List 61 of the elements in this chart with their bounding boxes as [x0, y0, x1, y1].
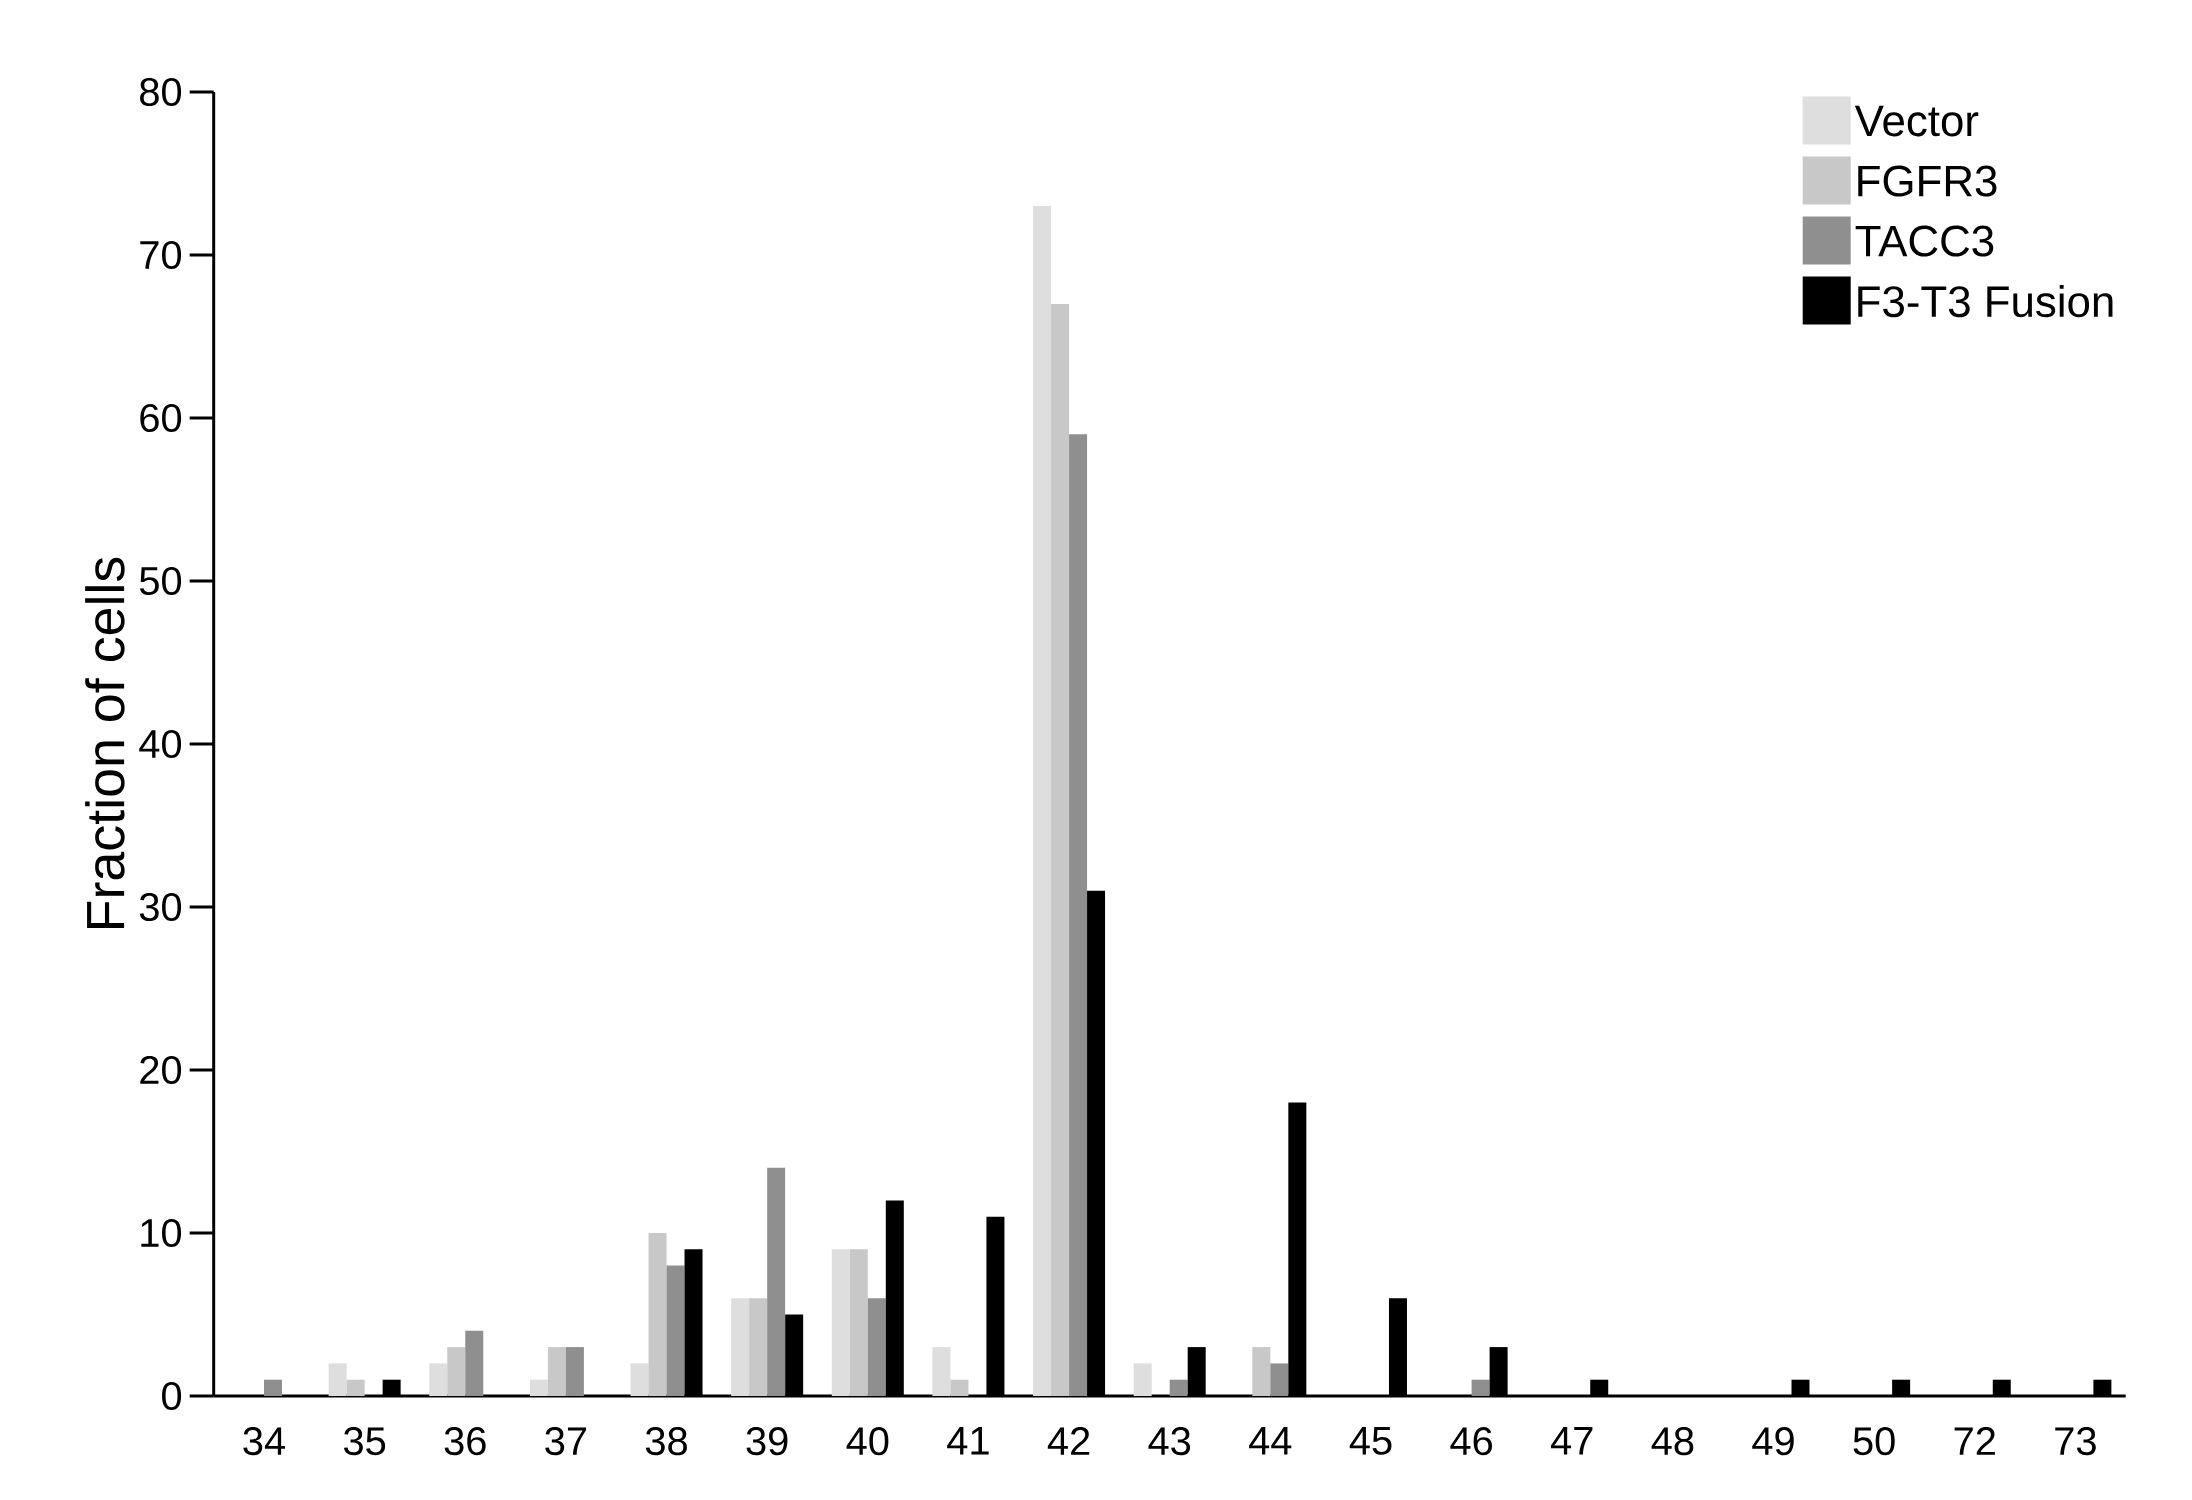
- bar: [666, 1265, 685, 1396]
- bar: [749, 1298, 768, 1396]
- x-tick-label: 39: [746, 1427, 788, 1456]
- legend-label: F3-T3 Fusion: [1858, 284, 2113, 318]
- x-tick-label: 40: [846, 1427, 889, 1456]
- x-tick-label: 73: [2055, 1427, 2096, 1456]
- legend-label: Vector: [1854, 105, 1979, 137]
- x-tick-label: 47: [1550, 1427, 1593, 1455]
- y-tick-label: 40: [139, 729, 182, 759]
- y-axis-title: Fraction of cells: [85, 557, 125, 928]
- bar: [1133, 1363, 1152, 1396]
- bar: [932, 1347, 951, 1396]
- x-tick-label: 35: [344, 1427, 386, 1456]
- bar: [831, 1249, 850, 1396]
- bar: [1169, 1379, 1188, 1396]
- bar: [529, 1379, 548, 1396]
- bar: [547, 1347, 566, 1396]
- y-tick-label: 60: [140, 403, 182, 433]
- bar: [264, 1379, 282, 1396]
- x-tick-label: 49: [1752, 1427, 1794, 1456]
- bar: [1051, 303, 1070, 1396]
- bar: [565, 1347, 584, 1396]
- x-tick-label: 42: [1047, 1427, 1090, 1455]
- legend-label: TACC3: [1855, 225, 1994, 257]
- y-tick-label: 70: [140, 240, 182, 270]
- x-tick-label: 43: [1148, 1427, 1191, 1456]
- bar: [1069, 434, 1088, 1396]
- x-tick-label: 41: [947, 1427, 989, 1455]
- y-tick-label: 50: [139, 566, 182, 596]
- bar: [447, 1347, 466, 1396]
- x-tick-label: 48: [1651, 1427, 1694, 1456]
- x-tick-label: 50: [1853, 1427, 1895, 1456]
- x-tick-label: 38: [645, 1427, 687, 1456]
- bar: [867, 1298, 886, 1396]
- y-tick-label: 10: [141, 1218, 182, 1248]
- y-tick-label: 80: [140, 77, 182, 107]
- x-tick-label: 44: [1249, 1427, 1292, 1455]
- bar: [429, 1363, 448, 1396]
- bar: [328, 1363, 347, 1396]
- bar: [648, 1233, 667, 1396]
- x-tick-label: 45: [1349, 1427, 1392, 1455]
- bar: [630, 1363, 649, 1396]
- x-tick-label: 34: [243, 1427, 285, 1456]
- bar: [465, 1330, 484, 1396]
- bar: [1252, 1347, 1271, 1396]
- bar: [767, 1167, 786, 1396]
- x-tick-label: 72: [1954, 1427, 1995, 1455]
- bar: [1471, 1379, 1490, 1396]
- y-tick-label: 0: [162, 1381, 182, 1411]
- bar: [346, 1379, 365, 1396]
- x-tick-label: 36: [444, 1427, 486, 1456]
- y-tick-label: 30: [139, 892, 182, 922]
- y-tick-label: 20: [140, 1055, 182, 1085]
- bar: [731, 1298, 750, 1396]
- bar: [1033, 206, 1052, 1396]
- x-tick-label: 37: [545, 1427, 587, 1456]
- bar: [950, 1379, 969, 1396]
- x-tick-label: 46: [1450, 1427, 1492, 1456]
- bar: [1270, 1363, 1289, 1396]
- bar: [849, 1249, 868, 1396]
- legend-label: FGFR3: [1858, 165, 1997, 197]
